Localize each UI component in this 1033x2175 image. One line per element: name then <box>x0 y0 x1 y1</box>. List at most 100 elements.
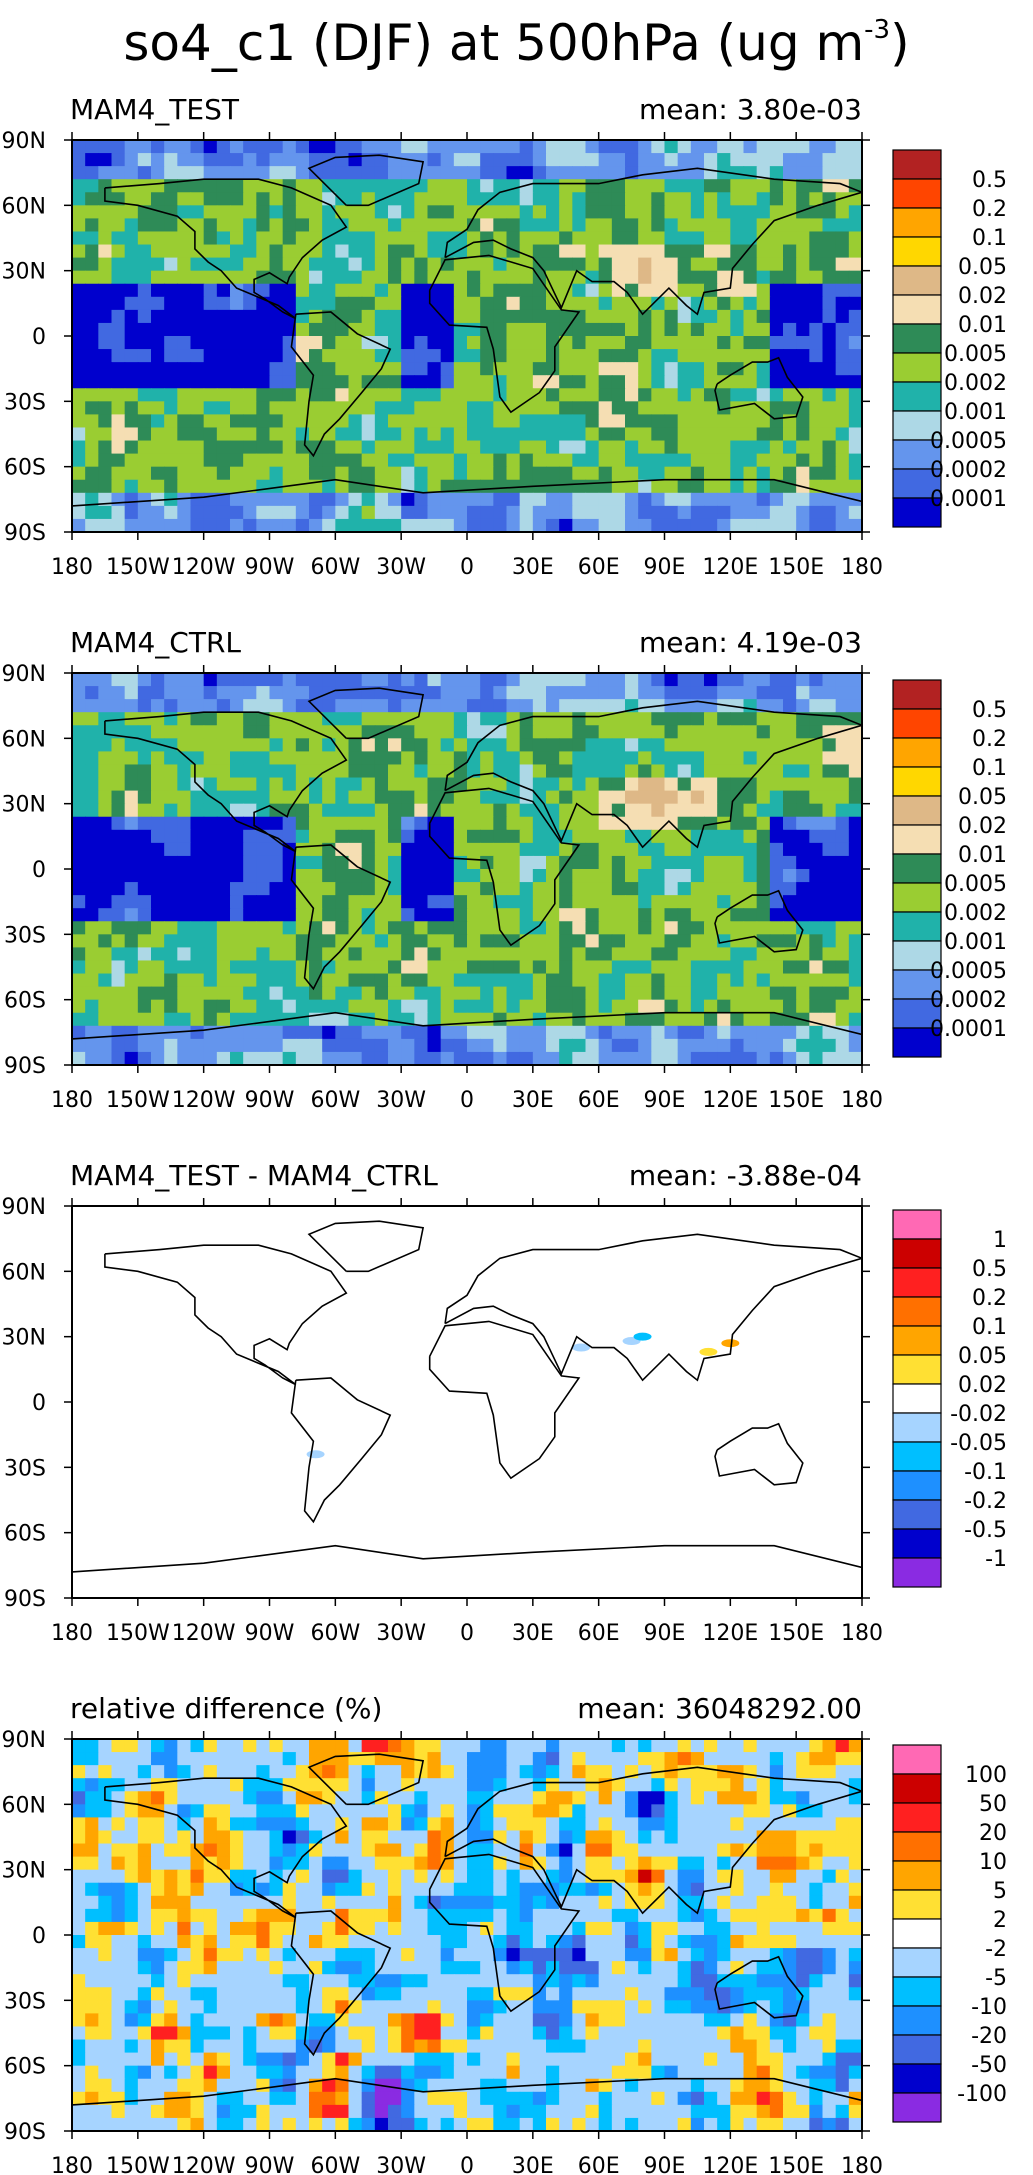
map-cell <box>72 205 86 219</box>
map-cell <box>190 1012 205 1027</box>
map-cell <box>638 166 652 180</box>
map-cell <box>72 842 86 857</box>
map-cell <box>559 244 573 259</box>
map-cell <box>783 803 797 818</box>
map-cell <box>137 712 152 726</box>
map-cell <box>848 1921 862 1936</box>
map-cell <box>427 140 442 154</box>
map-cell <box>348 1961 363 1975</box>
map-cell <box>98 270 113 285</box>
map-cell <box>216 244 231 259</box>
map-cell <box>295 1804 310 1818</box>
map-cell <box>85 1921 99 1936</box>
map-cell <box>625 973 639 988</box>
map-cell <box>295 842 310 857</box>
map-cell <box>585 999 600 1014</box>
map-cell <box>453 362 468 376</box>
map-cell <box>98 1752 113 1766</box>
map-cell <box>467 440 481 455</box>
map-cell <box>704 869 718 883</box>
map-cell <box>717 1778 731 1792</box>
map-cell <box>717 440 731 455</box>
map-cell <box>519 699 534 713</box>
map-cell <box>322 505 336 520</box>
map-cell <box>230 205 244 219</box>
map-cell <box>769 270 784 285</box>
map-cell <box>414 829 429 844</box>
map-cell <box>598 1830 613 1845</box>
map-cell <box>546 492 560 507</box>
map-cell <box>322 921 336 935</box>
map-cell <box>72 179 86 193</box>
map-cell <box>783 712 797 726</box>
map-cell <box>124 166 139 180</box>
map-cell <box>598 1921 613 1936</box>
map-cell <box>690 882 705 896</box>
map-cell <box>809 960 824 975</box>
map-cell <box>269 816 284 831</box>
map-cell <box>519 414 534 429</box>
map-cell <box>427 218 442 233</box>
map-cell <box>467 1935 481 1949</box>
map-cell <box>493 322 508 337</box>
map-cell <box>137 427 152 442</box>
map-cell <box>72 518 86 532</box>
map-cell <box>559 1961 573 1975</box>
map-cell <box>177 1908 192 1923</box>
map-cell <box>216 283 231 298</box>
map-cell <box>440 518 455 532</box>
map-cell <box>822 518 837 532</box>
map-cell <box>348 440 363 455</box>
map-cell <box>322 427 336 442</box>
map-cell <box>72 322 86 337</box>
map-cell <box>546 362 560 376</box>
map-cell <box>743 686 758 700</box>
map-cell <box>361 973 376 988</box>
map-cell <box>493 934 508 948</box>
map-cell <box>480 686 494 700</box>
map-cell <box>796 1908 810 1923</box>
map-cell <box>546 231 560 246</box>
map-cell <box>677 1025 692 1040</box>
map-cell <box>203 153 218 167</box>
map-cell <box>559 414 573 429</box>
map-cell <box>704 1752 718 1766</box>
map-cell <box>361 492 376 507</box>
map-cell <box>559 1765 573 1779</box>
map-cell <box>243 492 257 507</box>
map-cell <box>559 466 573 481</box>
map-cell <box>690 725 705 739</box>
map-cell <box>730 1882 745 1897</box>
map-cell <box>559 401 573 415</box>
map-cell <box>348 973 363 988</box>
map-cell <box>598 1025 613 1040</box>
map-cell <box>822 401 837 415</box>
map-cell <box>848 1752 862 1766</box>
map-cell <box>72 1843 86 1858</box>
map-cell <box>532 427 547 442</box>
map-cell <box>651 1843 666 1858</box>
map-cell <box>769 816 784 831</box>
map-cell <box>282 882 297 896</box>
map-cell <box>124 999 139 1014</box>
map-cell <box>625 1752 639 1766</box>
map-cell <box>572 699 587 713</box>
map-cell <box>756 751 771 766</box>
map-cell <box>519 973 534 988</box>
map-cell <box>72 1739 86 1753</box>
map-cell <box>519 1882 534 1897</box>
map-cell <box>519 375 534 389</box>
lat-label: 90N <box>2 662 46 687</box>
map-cell <box>151 947 165 962</box>
map-cell <box>137 725 152 739</box>
map-cell <box>388 699 402 713</box>
map-cell <box>388 1882 402 1897</box>
map-cell <box>164 140 178 154</box>
map-cell <box>164 1843 178 1858</box>
map-cell <box>361 921 376 935</box>
map-cell <box>572 673 587 687</box>
map-cell <box>506 1051 521 1065</box>
map-cell <box>151 1830 165 1845</box>
map-cell <box>164 1935 178 1949</box>
map-cell <box>203 166 218 180</box>
